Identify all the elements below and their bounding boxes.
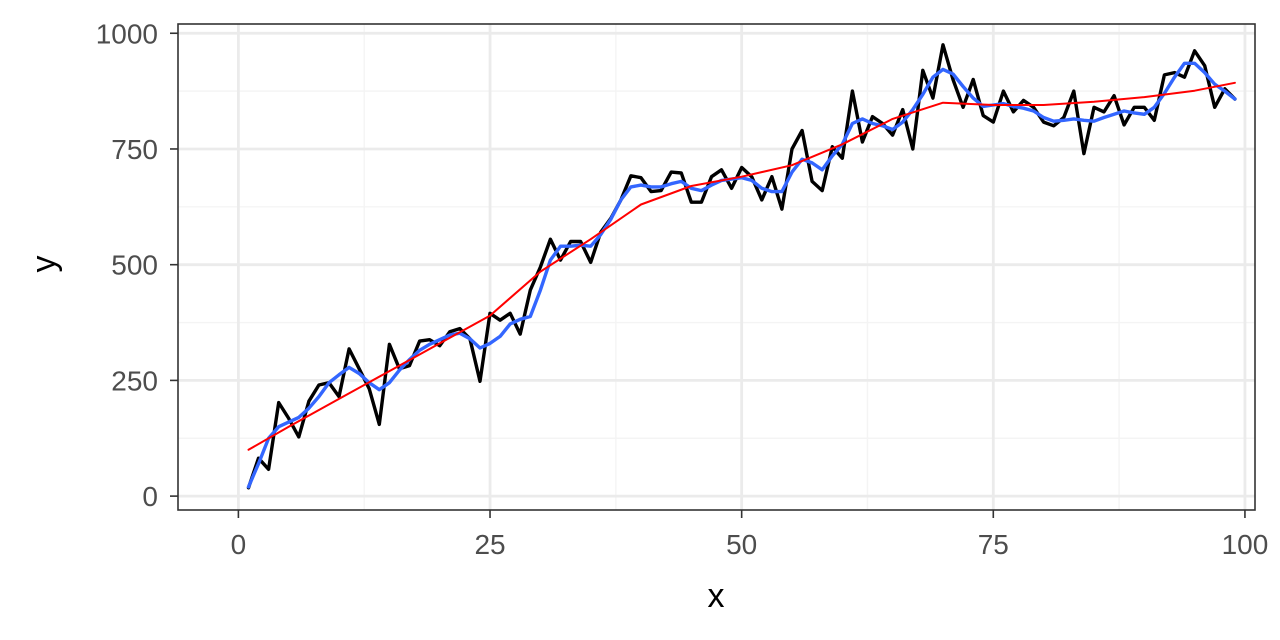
x-tick-label: 50 (726, 529, 757, 560)
x-axis-title: x (708, 577, 725, 615)
x-tick-label: 0 (231, 529, 247, 560)
smooth-trend-line (247, 81, 1236, 451)
y-tick-label: 0 (142, 481, 158, 512)
x-tick-label: 100 (1222, 529, 1269, 560)
x-tick-label: 25 (474, 529, 505, 560)
y-tick-label: 750 (111, 134, 158, 165)
y-tick-label: 500 (111, 250, 158, 281)
x-tick-label: 75 (978, 529, 1009, 560)
panel-border (177, 23, 1256, 511)
y-tick-label: 250 (111, 365, 158, 396)
y-tick-label: 1000 (96, 18, 158, 49)
data-series (246, 43, 1237, 490)
y-axis-title: y (25, 256, 63, 273)
